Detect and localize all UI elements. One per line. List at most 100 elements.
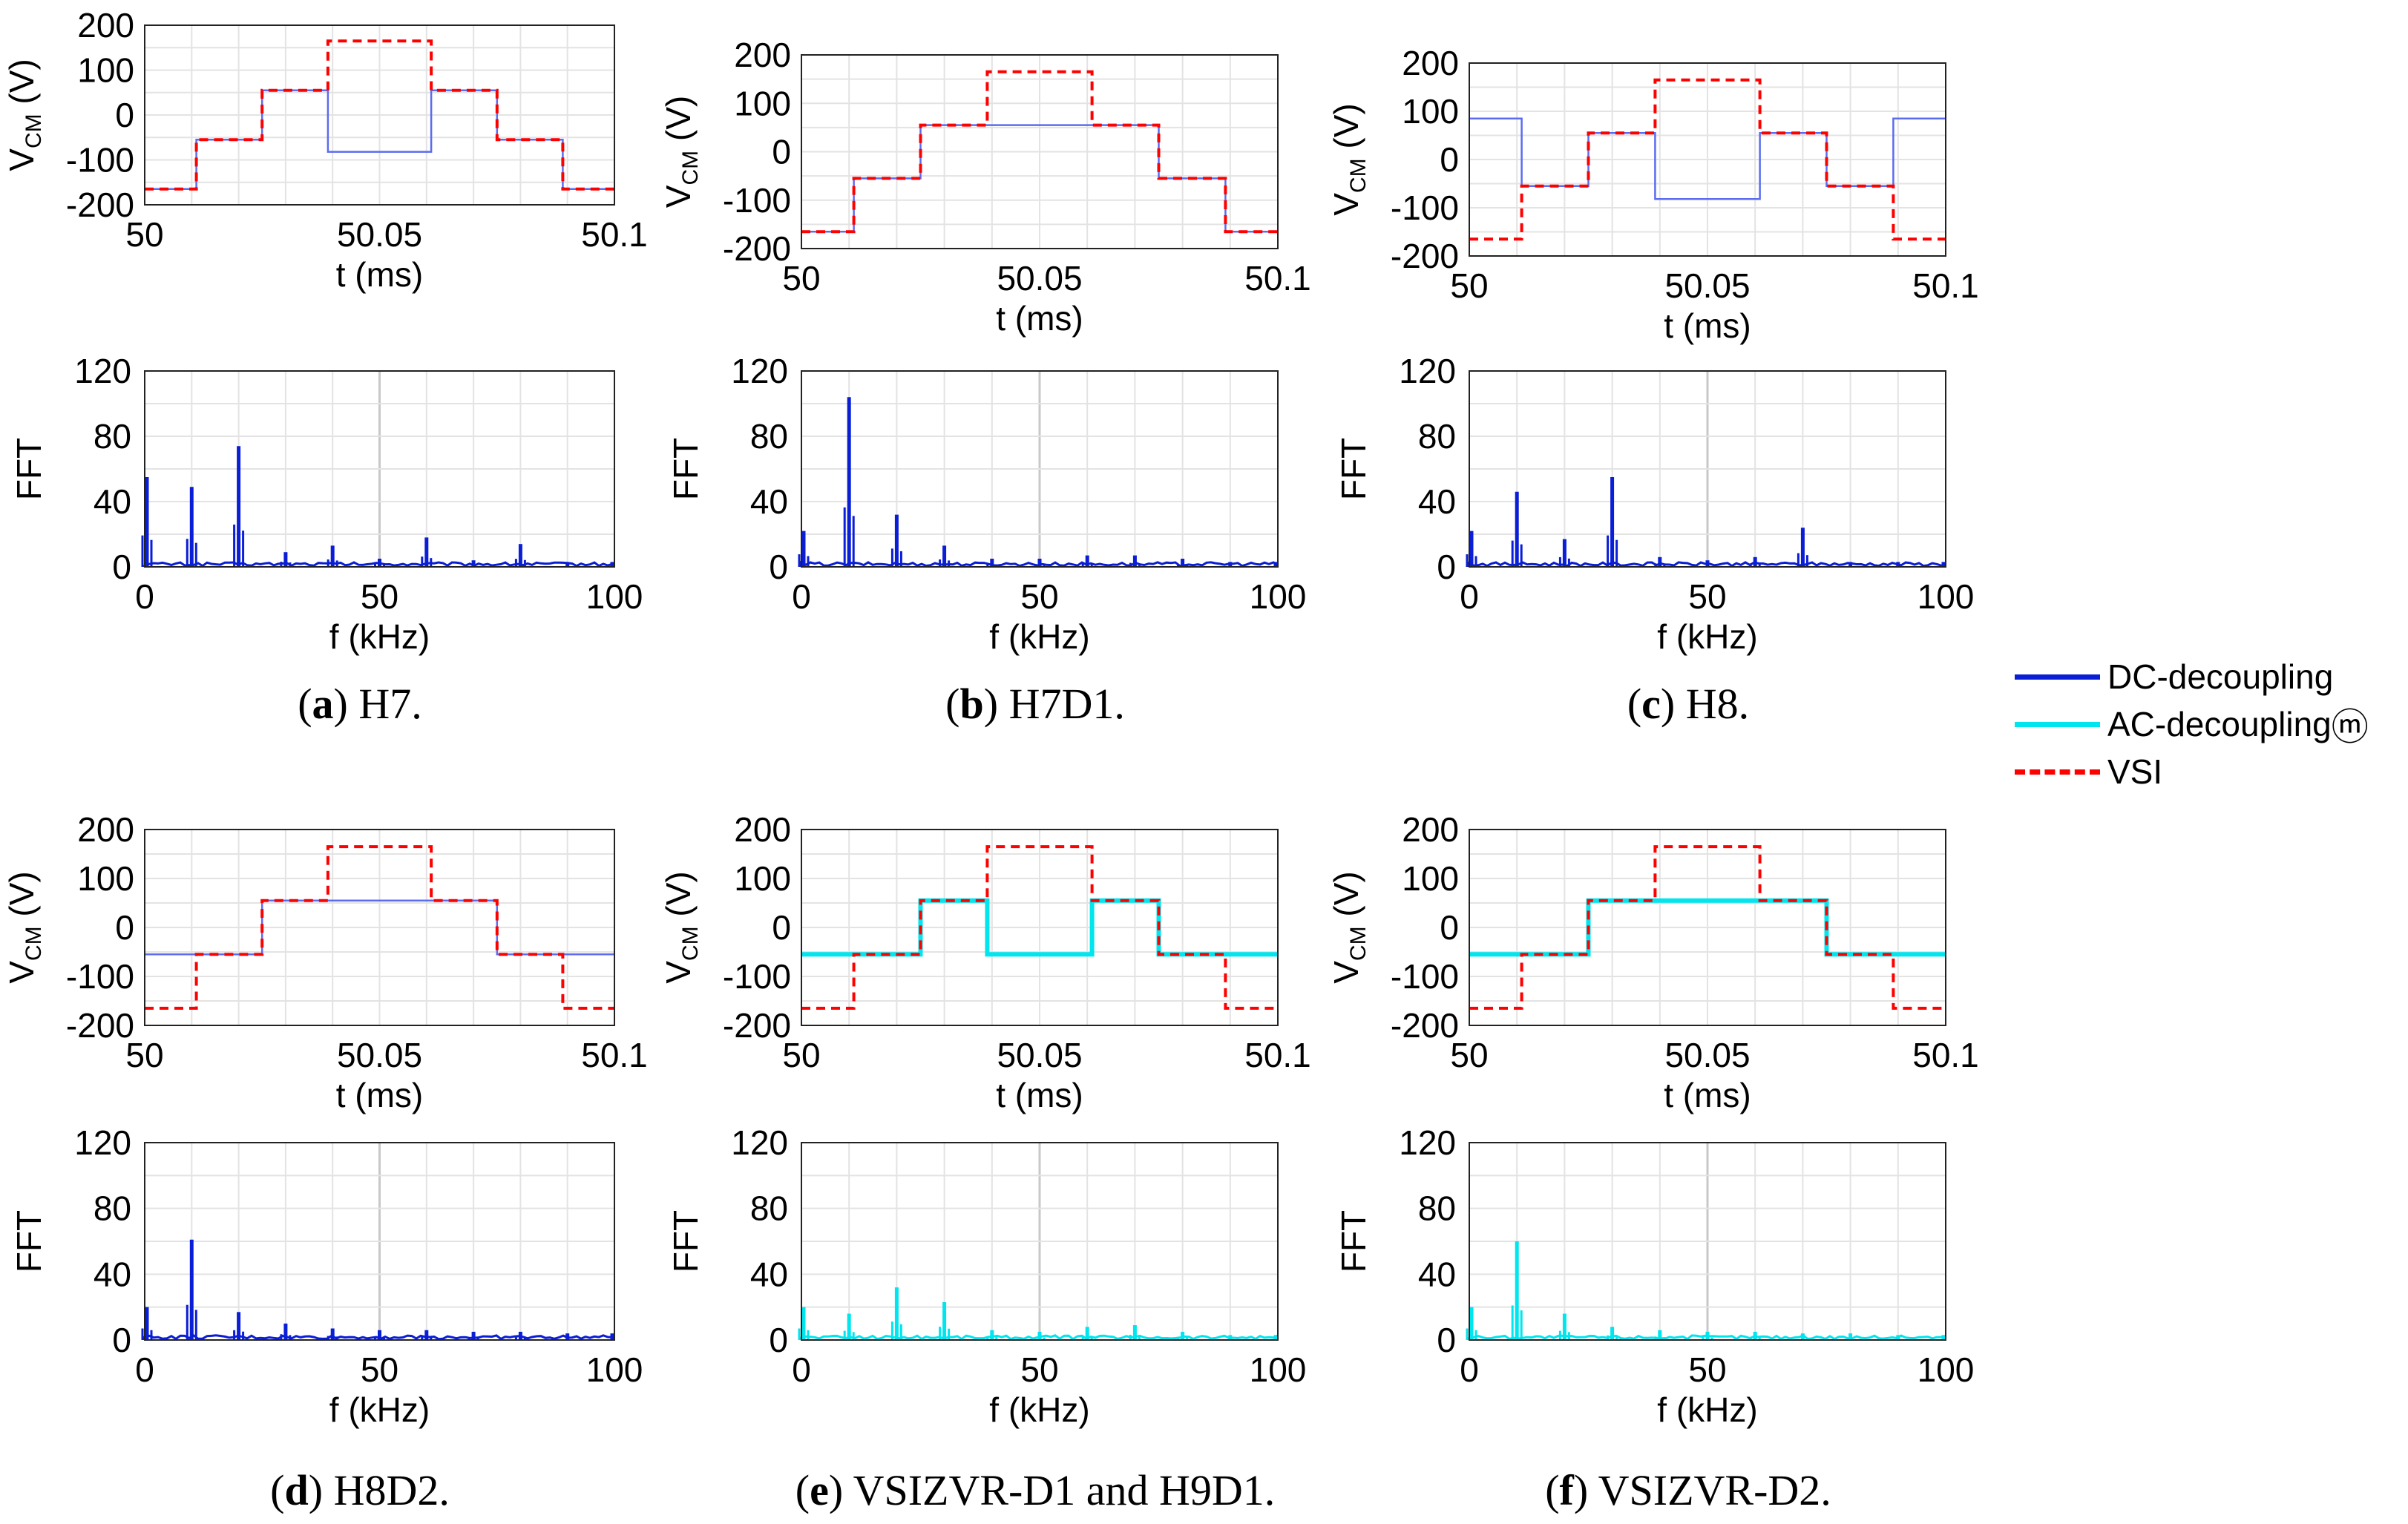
panel-f-fft-noise-floor — [1468, 1334, 1946, 1341]
legend-swatch-ac — [2015, 721, 2100, 727]
panel-f-fft-ytick-label: 120 — [1399, 1123, 1456, 1162]
caption-panel-e: (e) VSIZVR-D1 and H9D1. — [795, 1466, 1276, 1514]
panel-f-fft-axes-box — [1469, 1142, 1946, 1341]
panel-d-fft-ytick-label: 40 — [94, 1255, 131, 1293]
panel-e-fft-ytick-label: 0 — [769, 1321, 788, 1359]
panel-d-fft-ytick-label: 120 — [74, 1123, 131, 1162]
panel-c-fft-noise-floor — [1468, 561, 1946, 568]
panel-d-fft-ytick-label: 80 — [94, 1189, 131, 1228]
panel-f-vcm-xtick-label: 50.05 — [1664, 1036, 1750, 1074]
panel-e-vcm-xtick-label: 50 — [782, 1036, 820, 1074]
panel-e-vcm-xlabel: t (ms) — [996, 1076, 1083, 1114]
panel-a-fft-xtick-label: 100 — [586, 577, 643, 616]
panel-b-vcm-axes-box — [801, 54, 1279, 249]
panel-c-fft-ytick-label: 120 — [1399, 352, 1456, 390]
panel-c-fft-ylabel: FFT — [1334, 438, 1373, 500]
panel-d-fft-xtick-label: 50 — [361, 1350, 398, 1389]
panel-c-vcm-ylabel: VCM (V) — [1327, 103, 1371, 215]
panel-e-vcm-ytick-label: 200 — [734, 810, 791, 849]
panel-e-vcm-xtick-label: 50.1 — [1244, 1036, 1311, 1074]
panel-d-vcm-ytick-label: -100 — [66, 957, 134, 996]
panel-e-fft-ytick-label: 120 — [731, 1123, 788, 1162]
panel-c-vcm-xtick-label: 50 — [1450, 266, 1488, 305]
caption-letter: f — [1559, 1466, 1574, 1514]
panel-f-vcm-ytick-label: -100 — [1391, 957, 1459, 996]
panel-d-vcm-ytick-label: 200 — [77, 810, 134, 849]
panel-c-vcm-ytick-label: 200 — [1402, 44, 1459, 82]
panel-c-vcm-ytick-label: 100 — [1402, 92, 1459, 131]
panel-a-fft-xtick-label: 0 — [135, 577, 154, 616]
panel-a-vcm-ytick-label: 100 — [77, 51, 134, 90]
panel-f-vcm-xlabel: t (ms) — [1664, 1076, 1751, 1114]
panel-f-fft-ytick-label: 40 — [1418, 1255, 1456, 1293]
panel-d-vcm-xtick-label: 50 — [125, 1036, 163, 1074]
caption-letter: c — [1641, 680, 1661, 728]
panel-a-fft-ytick-label: 0 — [112, 548, 131, 586]
caption-letter: d — [284, 1466, 309, 1514]
panel-a-vcm-ylabel: VCM (V) — [2, 59, 46, 171]
panel-e-vcm-ylabel: VCM (V) — [659, 871, 703, 983]
panel-c-fft-ytick-label: 0 — [1437, 548, 1456, 586]
panel-e-fft-xtick-label: 50 — [1020, 1350, 1058, 1389]
panel-b-fft-axes-box — [801, 370, 1279, 568]
caption-text: H7D1. — [1008, 680, 1125, 728]
panel-c-fft-ytick-label: 80 — [1418, 417, 1456, 456]
panel-b-vcm-ylabel: VCM (V) — [659, 96, 703, 208]
panel-c-fft-xtick-label: 0 — [1460, 577, 1479, 616]
panel-c-fft-xlabel: f (kHz) — [1657, 617, 1757, 656]
panel-f-fft-ytick-label: 0 — [1437, 1321, 1456, 1359]
panel-d-vcm-ylabel: VCM (V) — [2, 871, 46, 983]
panel-b-fft-ytick-label: 0 — [769, 548, 788, 586]
panel-b-fft-xtick-label: 50 — [1020, 577, 1058, 616]
panel-a-vcm-ytick-label: 200 — [77, 6, 134, 45]
panel-f-fft-xtick-label: 50 — [1688, 1350, 1726, 1389]
panel-f-vcm-axes-box — [1469, 829, 1946, 1026]
panel-a-fft-axes-box — [144, 370, 615, 568]
panel-d-vcm-xtick-label: 50.1 — [581, 1036, 648, 1074]
panel-f-vcm-ytick-label: -200 — [1391, 1006, 1459, 1045]
legend-label-ac: AC-decoupling — [2107, 705, 2332, 743]
caption-panel-d: (d) H8D2. — [270, 1466, 450, 1514]
panel-e-fft-axes-box — [801, 1142, 1279, 1341]
panel-c-fft-ytick-label: 40 — [1418, 482, 1456, 521]
panel-d-vcm-ytick-label: -200 — [66, 1006, 134, 1045]
panel-e-fft-xtick-label: 100 — [1250, 1350, 1307, 1389]
panel-a-fft-ytick-label: 80 — [94, 417, 131, 456]
panel-c-vcm-ytick-label: 0 — [1440, 140, 1459, 179]
panel-e-vcm-ytick-label: 0 — [772, 908, 791, 947]
panel-a-fft-ytick-label: 40 — [94, 482, 131, 521]
panel-a-vcm-xlabel: t (ms) — [336, 255, 424, 294]
panel-c-vcm-axes-box — [1469, 62, 1946, 257]
panel-a-vcm-ytick-label: -200 — [66, 185, 134, 224]
panel-d-vcm-xtick-label: 50.05 — [337, 1036, 422, 1074]
panel-c-vcm-xlabel: t (ms) — [1664, 306, 1751, 345]
panel-c-vcm-xtick-label: 50.1 — [1912, 266, 1979, 305]
legend-swatch-dc — [2015, 674, 2100, 680]
legend-label-dc: DC-decoupling — [2107, 657, 2334, 696]
panel-d-vcm-xlabel: t (ms) — [336, 1076, 424, 1114]
panel-f-vcm-ytick-label: 200 — [1402, 810, 1459, 849]
panel-e-vcm-ytick-label: -200 — [723, 1006, 791, 1045]
panel-f-fft-xtick-label: 100 — [1917, 1350, 1975, 1389]
legend-item-ac: AC-decoupling ⓜ — [2015, 700, 2408, 748]
panel-b-vcm-ytick-label: -100 — [723, 181, 791, 220]
caption-panel-b: (b) H7D1. — [945, 680, 1125, 728]
caption-text: H8. — [1685, 680, 1750, 728]
panel-a-vcm-series-vsi — [145, 39, 614, 191]
panel-e-fft-ylabel: FFT — [666, 1210, 705, 1272]
panel-f-vcm-ytick-label: 0 — [1440, 908, 1459, 947]
panel-d-vcm-ytick-label: 100 — [77, 859, 134, 898]
panel-f-fft-ytick-label: 80 — [1418, 1189, 1456, 1228]
legend-label-vsi: VSI — [2107, 752, 2163, 791]
panel-d-fft-xtick-label: 100 — [586, 1350, 643, 1389]
panel-f-vcm-xtick-label: 50.1 — [1912, 1036, 1979, 1074]
watermark-m-icon: ⓜ — [2331, 706, 2369, 748]
panel-a-vcm-xtick-label: 50.05 — [337, 215, 422, 254]
panel-f-fft-ylabel: FFT — [1334, 1210, 1373, 1272]
panel-e-vcm-ytick-label: -100 — [723, 957, 791, 996]
panel-a-fft-noise-floor — [143, 561, 613, 568]
panel-c-fft-xtick-label: 50 — [1688, 577, 1726, 616]
legend: DC-decoupling AC-decoupling ⓜ VSI — [2015, 653, 2408, 801]
panel-e-vcm-xtick-label: 50.05 — [997, 1036, 1082, 1074]
